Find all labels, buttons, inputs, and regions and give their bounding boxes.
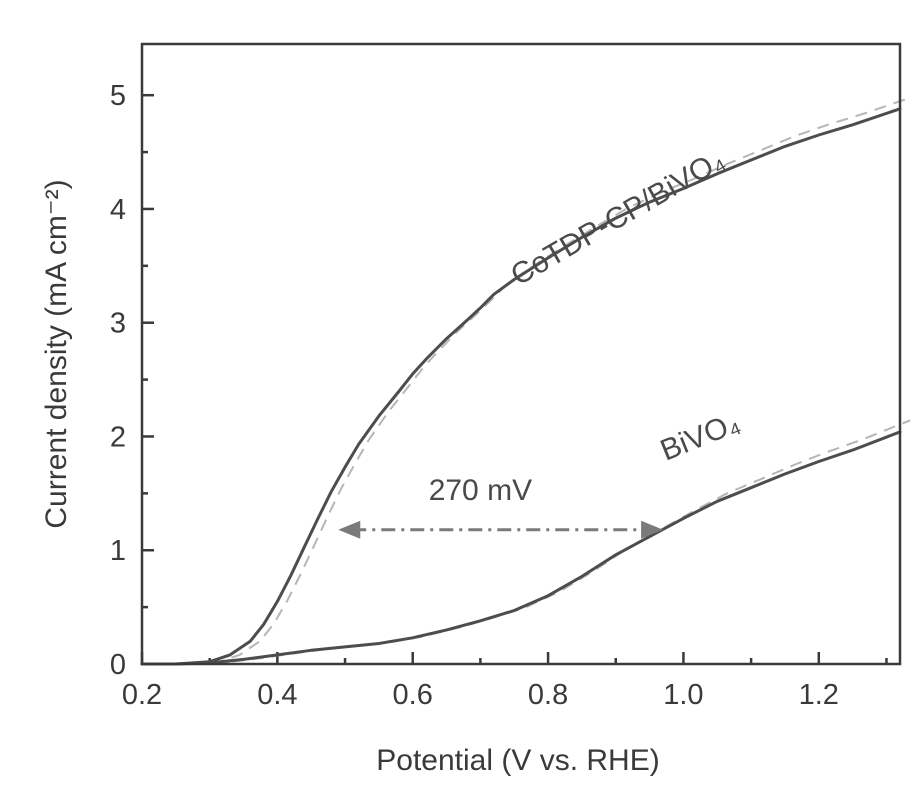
tick-labels: 0.2 0.4 0.6 0.8 1.0 1.2 0 1 2 3 4 5	[110, 80, 839, 711]
x-tick-label: 1.0	[663, 679, 703, 711]
series-line-cotdp-cp-bivo4	[140, 107, 902, 666]
y-tick-label: 5	[110, 80, 126, 112]
series-label-cotdp-cp-bivo4: CoTDP-CP/BiVO₄	[505, 143, 730, 292]
annotations: 270 mV CoTDP-CP/BiVO₄ BiVO₄	[338, 143, 745, 539]
x-tick-label: 0.8	[528, 679, 568, 711]
series-lines	[140, 107, 902, 666]
series-line-cotdp-cp-bivo4-reverse-scan	[152, 96, 911, 665]
x-tick-label: 0.6	[393, 679, 433, 711]
arrow-head-right	[641, 520, 664, 539]
y-tick-label: 2	[110, 421, 126, 453]
reverse-scan-traces	[152, 96, 911, 665]
y-tick-label: 4	[110, 194, 126, 226]
y-tick-label: 3	[110, 308, 126, 340]
arrow-head-left	[338, 520, 361, 539]
potential-shift-arrow	[338, 520, 664, 539]
x-tick-label: 1.2	[799, 679, 839, 711]
y-tick-label: 1	[110, 535, 126, 567]
plot-frame	[140, 42, 902, 666]
axes-ticks	[140, 93, 888, 666]
x-axis-title: Potential (V vs. RHE)	[376, 744, 659, 777]
y-tick-label: 0	[110, 649, 126, 681]
series-line-bivo4-reverse-scan	[152, 419, 911, 665]
series-label-bivo4: BiVO₄	[656, 406, 745, 467]
x-tick-label: 0.4	[257, 679, 297, 711]
y-axis-title: Current density (mA cm⁻²)	[40, 179, 73, 528]
potential-shift-label: 270 mV	[429, 474, 532, 507]
x-tick-label: 0.2	[122, 679, 162, 711]
series-line-bivo4	[140, 430, 902, 666]
